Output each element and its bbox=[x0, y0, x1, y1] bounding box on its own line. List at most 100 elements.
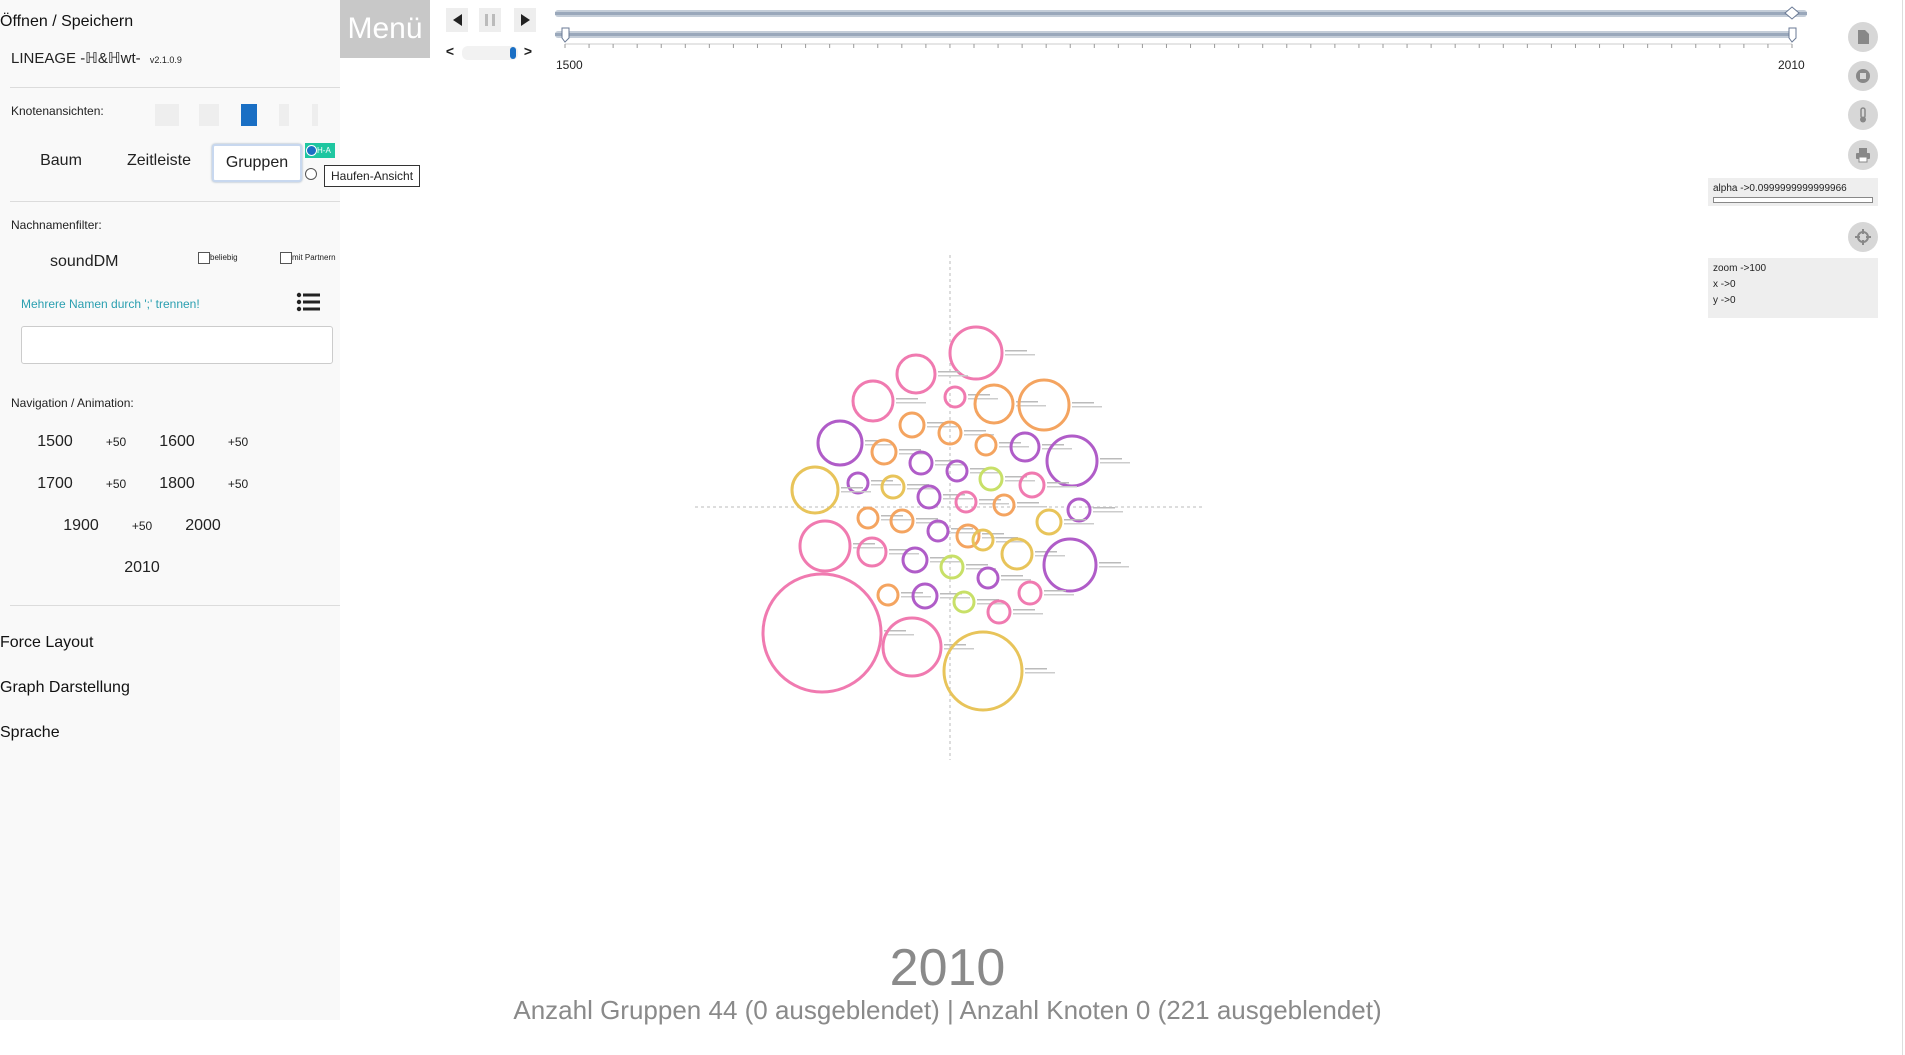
group-bubble[interactable] bbox=[942, 630, 1024, 712]
group-bubble-graph[interactable] bbox=[680, 240, 1220, 780]
group-bubble[interactable] bbox=[926, 519, 950, 543]
group-bubble[interactable] bbox=[908, 450, 934, 476]
speed-up-button[interactable]: > bbox=[523, 43, 533, 59]
group-bubble[interactable] bbox=[955, 523, 981, 549]
checkbox-icon[interactable] bbox=[198, 252, 210, 264]
group-bubble[interactable] bbox=[973, 383, 1015, 425]
stop-button[interactable] bbox=[1848, 61, 1878, 91]
group-bubble[interactable] bbox=[816, 419, 864, 467]
surname-value[interactable]: soundDM bbox=[50, 253, 119, 270]
nav-year-1600[interactable]: 1600 bbox=[159, 433, 195, 450]
thermometer-button[interactable] bbox=[1848, 100, 1878, 130]
menu-button[interactable]: Menü bbox=[340, 0, 430, 58]
group-bubble[interactable] bbox=[761, 572, 883, 694]
group-bubble[interactable] bbox=[856, 536, 888, 568]
pause-button[interactable] bbox=[479, 8, 501, 32]
group-bubble[interactable] bbox=[856, 506, 880, 530]
group-bubble[interactable] bbox=[974, 433, 998, 457]
group-bubble[interactable] bbox=[1017, 378, 1071, 432]
view-swatch-3[interactable] bbox=[241, 104, 257, 126]
checkbox-any[interactable]: beliebig bbox=[198, 252, 238, 264]
open-save-menu[interactable]: Öffnen / Speichern bbox=[0, 13, 134, 30]
print-button[interactable] bbox=[1848, 140, 1878, 170]
radio-other[interactable] bbox=[305, 168, 317, 180]
bubble-group[interactable] bbox=[761, 325, 1130, 712]
tab-timeline[interactable]: Zeitleiste bbox=[126, 152, 192, 169]
group-bubble[interactable] bbox=[889, 508, 915, 534]
group-bubble[interactable] bbox=[911, 582, 939, 610]
force-layout-menu[interactable]: Force Layout bbox=[0, 634, 94, 651]
view-swatch-5[interactable] bbox=[312, 104, 318, 126]
group-bubble[interactable] bbox=[881, 616, 943, 678]
group-bubble[interactable] bbox=[798, 519, 852, 573]
group-bubble[interactable] bbox=[851, 379, 895, 423]
speed-slider-handle[interactable] bbox=[510, 47, 516, 59]
group-bubble[interactable] bbox=[898, 411, 926, 439]
group-bubble[interactable] bbox=[1035, 508, 1063, 536]
checkbox-icon[interactable] bbox=[280, 252, 292, 264]
play-button[interactable] bbox=[514, 8, 536, 32]
group-bubble[interactable] bbox=[954, 490, 978, 514]
checkbox-partner[interactable]: mit Partnern bbox=[280, 252, 336, 264]
group-bubble[interactable] bbox=[992, 493, 1016, 517]
nav-year-2010[interactable]: 2010 bbox=[124, 559, 160, 576]
group-bubble[interactable] bbox=[1017, 580, 1043, 606]
speed-down-button[interactable]: < bbox=[445, 43, 455, 59]
group-bubble[interactable] bbox=[952, 590, 976, 614]
group-bubble[interactable] bbox=[971, 528, 995, 552]
view-swatch-2[interactable] bbox=[199, 104, 219, 126]
nav-year-1500[interactable]: 1500 bbox=[37, 433, 73, 450]
group-bubble[interactable] bbox=[1000, 537, 1034, 571]
nav-year-2000[interactable]: 2000 bbox=[185, 517, 221, 534]
name-filter-input[interactable] bbox=[21, 326, 333, 364]
tab-groups[interactable]: Gruppen bbox=[212, 144, 302, 182]
nav-plus-50[interactable]: +50 bbox=[105, 477, 127, 491]
nav-plus-50[interactable]: +50 bbox=[105, 435, 127, 449]
group-bubble[interactable] bbox=[876, 583, 900, 607]
y-text: y ->0 bbox=[1713, 295, 1736, 306]
group-bubble[interactable] bbox=[895, 353, 937, 395]
center-button[interactable] bbox=[1848, 222, 1878, 252]
group-bubble[interactable] bbox=[901, 546, 929, 574]
group-bubble[interactable] bbox=[1042, 537, 1098, 593]
nav-plus-50[interactable]: +50 bbox=[227, 435, 249, 449]
nav-year-1900[interactable]: 1900 bbox=[63, 517, 99, 534]
x-text: x ->0 bbox=[1713, 279, 1736, 290]
group-bubble[interactable] bbox=[978, 466, 1004, 492]
group-bubble[interactable] bbox=[939, 554, 965, 580]
group-bubble[interactable] bbox=[1066, 497, 1092, 523]
group-bubble[interactable] bbox=[986, 599, 1012, 625]
bubble-label bbox=[977, 599, 999, 601]
group-bubble[interactable] bbox=[937, 420, 963, 446]
view-swatch-1[interactable] bbox=[155, 104, 179, 126]
group-bubble[interactable] bbox=[870, 438, 898, 466]
group-bubble[interactable] bbox=[916, 484, 942, 510]
group-bubble[interactable] bbox=[846, 471, 870, 495]
group-bubble[interactable] bbox=[976, 566, 1000, 590]
group-bubble[interactable] bbox=[1009, 431, 1041, 463]
group-bubble[interactable] bbox=[880, 474, 906, 500]
tab-tree[interactable]: Baum bbox=[40, 152, 82, 169]
group-bubble[interactable] bbox=[943, 385, 967, 409]
group-bubble[interactable] bbox=[790, 465, 840, 515]
radio-heap[interactable]: H-A bbox=[305, 143, 335, 158]
list-icon[interactable] bbox=[296, 292, 320, 317]
nav-year-1700[interactable]: 1700 bbox=[37, 475, 73, 492]
surname-filter-label: Nachnamenfilter: bbox=[11, 218, 102, 232]
bubble-label bbox=[1001, 575, 1023, 577]
graph-display-menu[interactable]: Graph Darstellung bbox=[0, 679, 130, 696]
group-bubble[interactable] bbox=[1045, 434, 1099, 488]
group-bubble[interactable] bbox=[1018, 471, 1046, 499]
nav-plus-50[interactable]: +50 bbox=[131, 519, 153, 533]
nav-year-1800[interactable]: 1800 bbox=[159, 475, 195, 492]
view-swatch-4[interactable] bbox=[279, 104, 289, 126]
file-button[interactable] bbox=[1848, 22, 1878, 52]
group-bubble[interactable] bbox=[948, 325, 1004, 381]
language-menu[interactable]: Sprache bbox=[0, 724, 60, 741]
bubble-label bbox=[999, 446, 1029, 448]
step-back-button[interactable] bbox=[446, 8, 468, 32]
speed-slider[interactable] bbox=[462, 46, 518, 60]
timeline-slider[interactable] bbox=[552, 4, 1814, 76]
nav-plus-50[interactable]: +50 bbox=[227, 477, 249, 491]
group-bubble[interactable] bbox=[945, 459, 969, 483]
